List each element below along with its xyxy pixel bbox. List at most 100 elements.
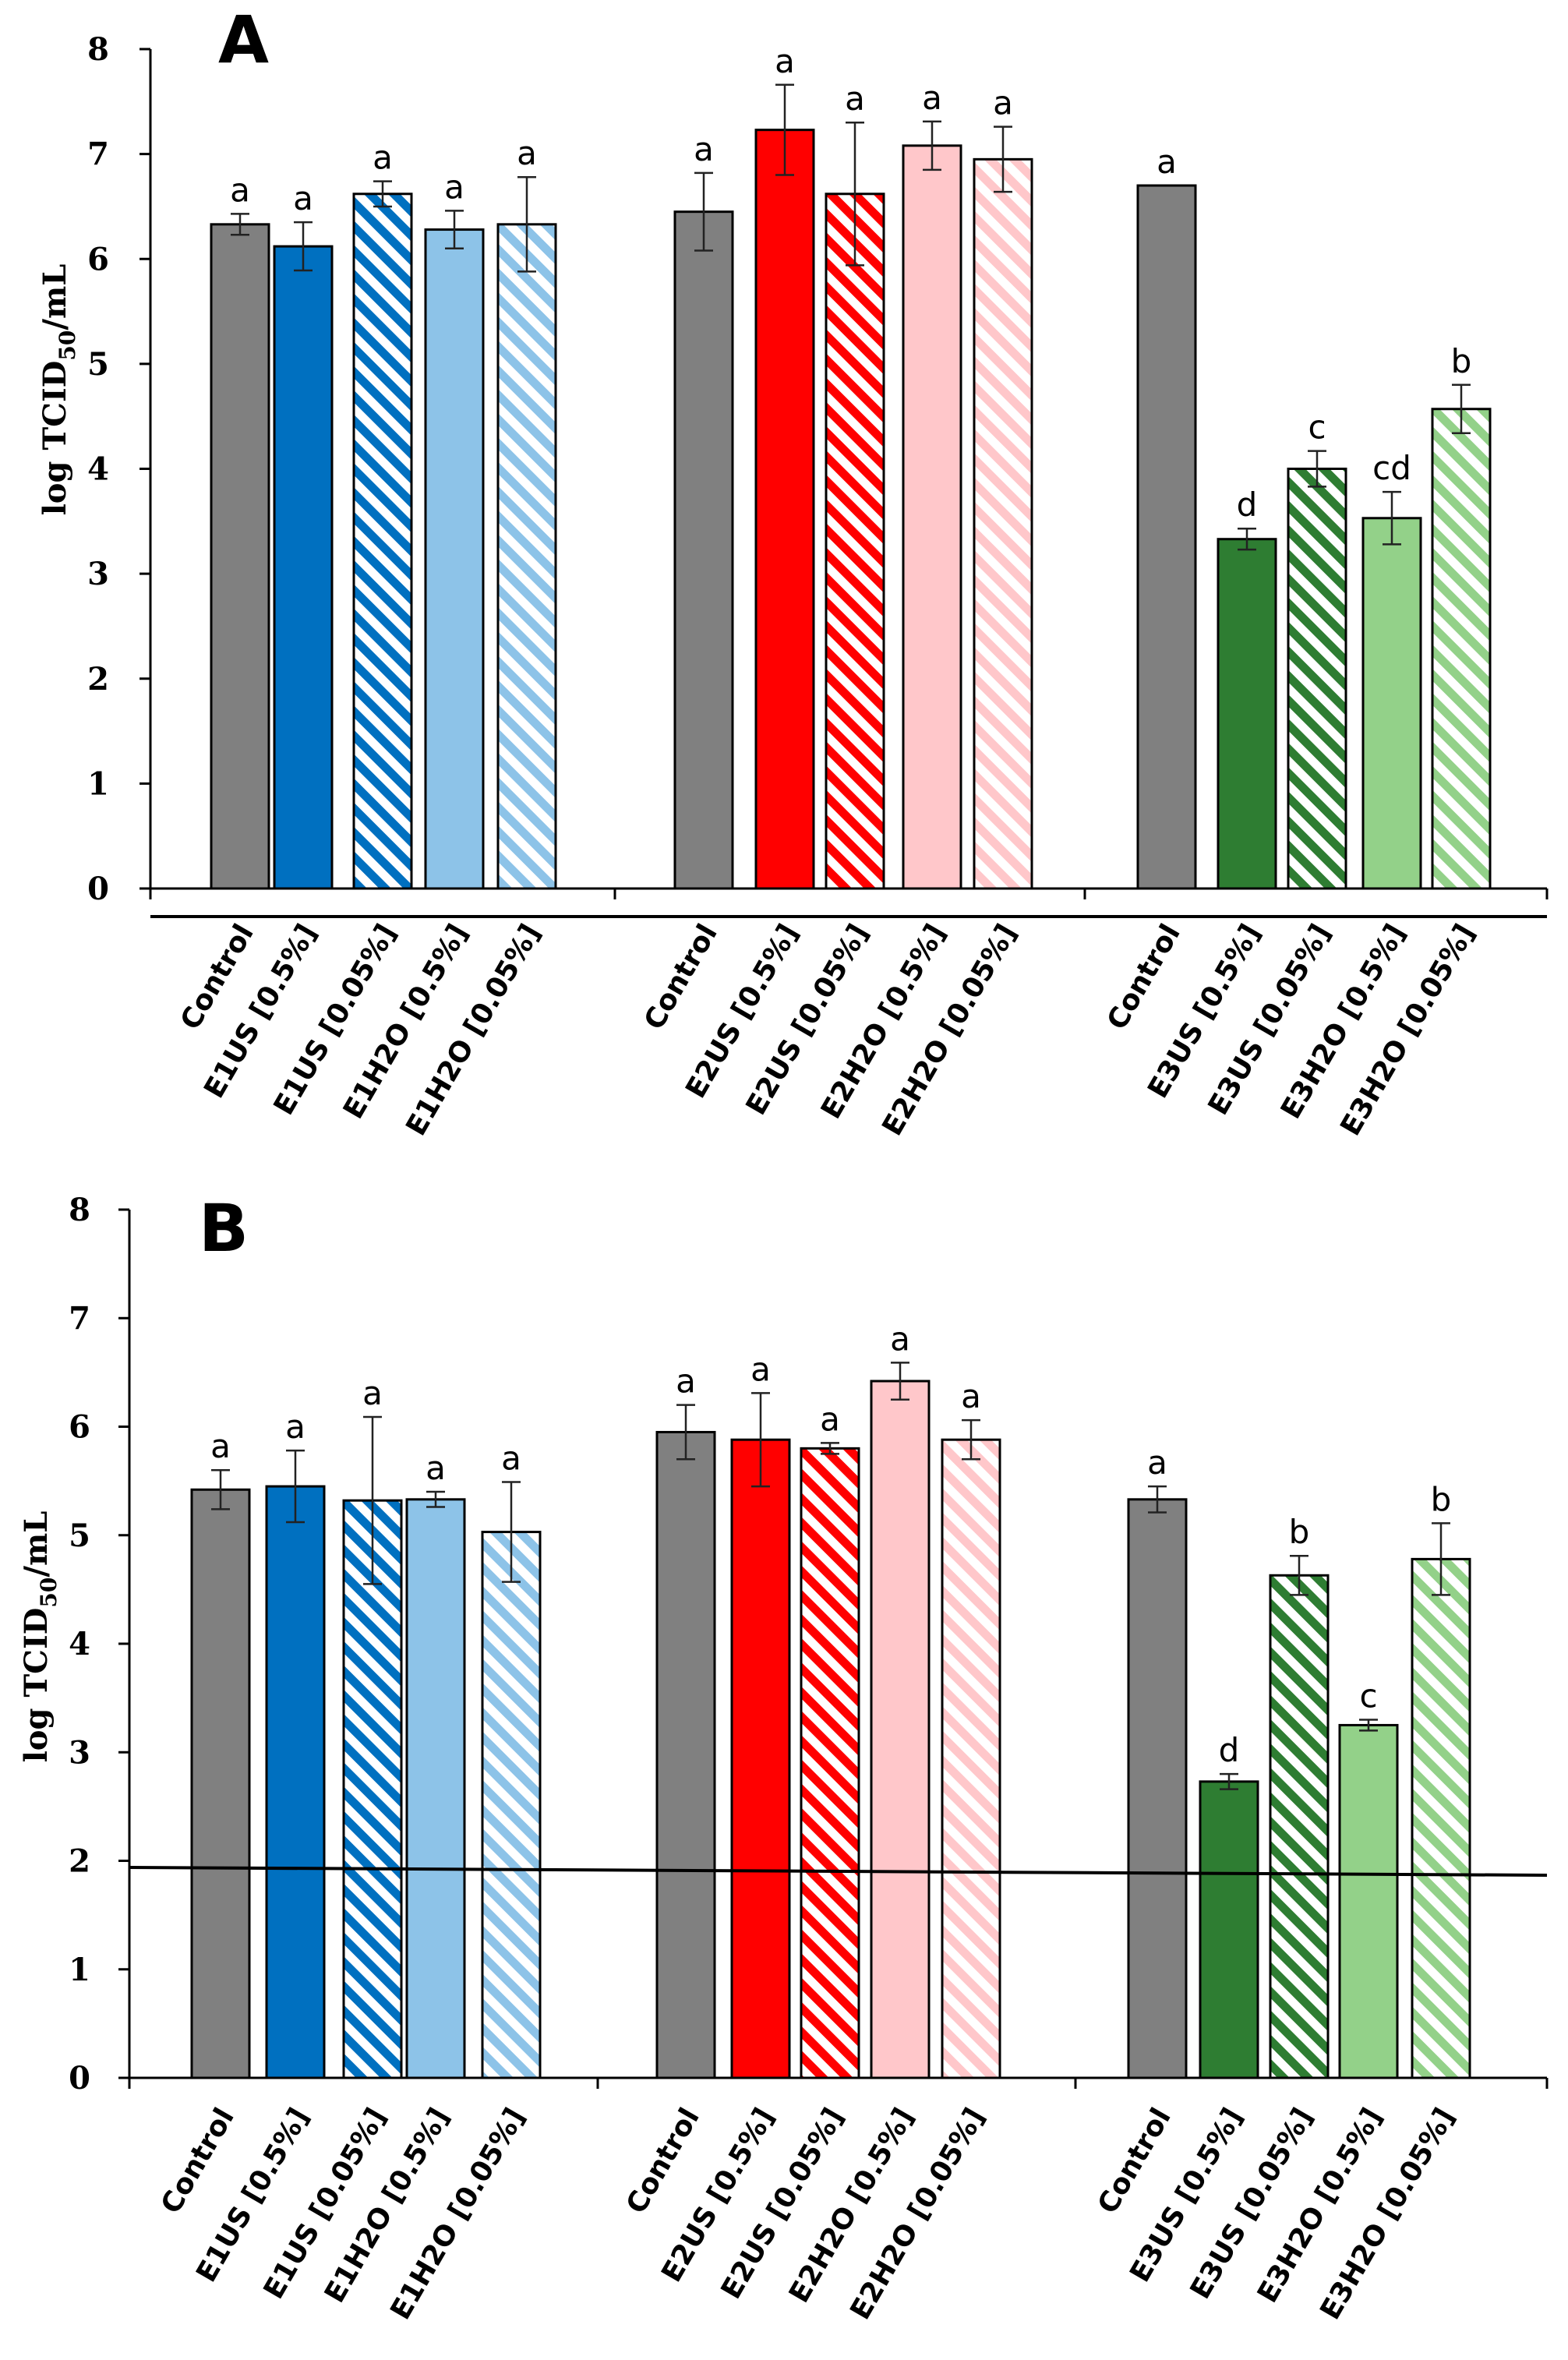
y-tick-label: 4	[87, 451, 109, 488]
bar	[870, 1380, 931, 2079]
bar	[1338, 1723, 1399, 2079]
bar	[424, 228, 485, 890]
bar	[673, 210, 734, 890]
error-bar	[891, 1362, 909, 1401]
error-bar	[1290, 1554, 1308, 1596]
y-tick-label: 1	[87, 765, 109, 802]
y-tick-label: 3	[69, 1734, 90, 1771]
bar	[405, 1498, 466, 2079]
significance-letter: c	[1308, 408, 1326, 447]
significance-letter: a	[230, 171, 250, 209]
bar	[754, 129, 815, 890]
bar	[273, 245, 334, 890]
error-bar	[1220, 1772, 1238, 1790]
significance-letter: b	[1451, 342, 1472, 380]
bar	[1431, 408, 1492, 890]
y-tick-label: 3	[87, 556, 109, 592]
category-label: Control	[638, 919, 724, 1035]
category-label: Control	[155, 2103, 241, 2219]
error-bar	[426, 1490, 445, 1508]
error-bar	[676, 1404, 695, 1461]
panel-b-letter: B	[199, 1190, 249, 1267]
error-bar	[694, 171, 713, 252]
category-label: E3H2O [0.05%]	[1314, 2103, 1460, 2325]
category-label: E1H2O [0.05%]	[384, 2103, 531, 2325]
y-tick-label: 5	[87, 346, 109, 383]
y-tick-label: 6	[69, 1409, 90, 1446]
significance-letter: a	[676, 1362, 696, 1401]
error-bar	[373, 180, 392, 208]
error-bar	[1452, 383, 1471, 434]
bar	[1136, 184, 1197, 890]
error-bar	[363, 1415, 382, 1585]
bar	[902, 144, 962, 890]
significance-letter: c	[1359, 1676, 1377, 1715]
significance-letter: a	[1157, 143, 1177, 181]
significance-letter: a	[362, 1374, 383, 1412]
bar	[342, 1499, 403, 2079]
significance-letter: a	[775, 42, 795, 80]
significance-letter: d	[1237, 486, 1258, 524]
bar	[481, 1531, 542, 2079]
significance-letter: a	[426, 1449, 446, 1487]
significance-letter: a	[1147, 1443, 1167, 1482]
bar	[1411, 1557, 1471, 2079]
significance-letter: a	[750, 1350, 771, 1388]
y-tick-label: 8	[69, 1192, 90, 1228]
bar	[210, 223, 270, 890]
bar	[1127, 1498, 1188, 2079]
error-bar	[445, 210, 464, 250]
y-tick-label: 1	[69, 1952, 90, 1988]
error-bar	[846, 121, 864, 267]
y-tick-label: 7	[87, 136, 109, 173]
panel-b-y-axis-label: log TCID50/mL	[18, 1511, 62, 1763]
bar	[800, 1447, 860, 2079]
category-label: E2H2O [0.05%]	[876, 919, 1022, 1141]
y-tick-label: 0	[69, 2060, 90, 2097]
significance-letter: a	[444, 168, 464, 206]
error-bar	[1359, 1719, 1378, 1732]
error-bar	[1383, 490, 1401, 546]
category-label: E2H2O [0.05%]	[844, 2103, 991, 2325]
y-tick-label: 7	[69, 1300, 90, 1337]
error-bar	[1432, 1522, 1450, 1596]
bar	[941, 1438, 1001, 2079]
error-bar	[751, 1392, 770, 1488]
significance-letter: d	[1219, 1731, 1240, 1769]
bar	[825, 193, 885, 890]
y-tick-label: 8	[87, 31, 109, 68]
y-tick-label: 6	[87, 241, 109, 277]
bar	[655, 1430, 716, 2079]
significance-letter: a	[293, 179, 313, 217]
significance-letter: a	[373, 139, 393, 177]
category-label: Control	[1101, 919, 1187, 1035]
error-bar	[1308, 450, 1326, 488]
bar	[1287, 468, 1347, 890]
bar	[730, 1438, 791, 2079]
bar	[496, 223, 557, 890]
significance-letter: a	[961, 1377, 981, 1415]
error-bar	[517, 175, 536, 273]
significance-letter: a	[285, 1408, 305, 1446]
error-bar	[211, 1468, 230, 1510]
significance-letter: a	[694, 130, 714, 168]
significance-letter: a	[890, 1320, 910, 1358]
error-bar	[775, 83, 794, 176]
category-label: Control	[620, 2103, 706, 2219]
error-bar	[962, 1418, 980, 1461]
y-tick-label: 5	[69, 1517, 90, 1554]
significance-letter: a	[993, 84, 1013, 122]
y-tick-label: 0	[87, 871, 109, 907]
significance-letter: b	[1289, 1513, 1310, 1551]
significance-letter: a	[922, 79, 942, 117]
detection-limit-line	[129, 1866, 1548, 1877]
significance-letter: a	[820, 1400, 840, 1438]
bar	[1269, 1574, 1330, 2079]
bar	[265, 1485, 326, 2079]
significance-letter: a	[210, 1427, 231, 1465]
error-bar	[502, 1481, 521, 1583]
y-tick-label: 2	[87, 661, 109, 698]
bar	[1361, 517, 1422, 890]
